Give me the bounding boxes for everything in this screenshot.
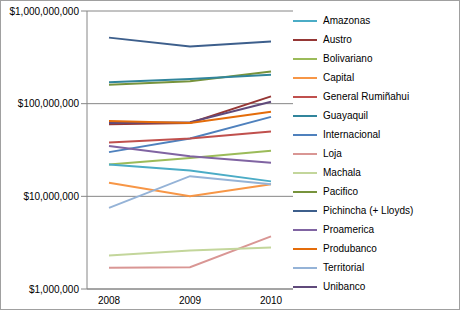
svg-text:$1,000,000,000: $1,000,000,000: [9, 6, 79, 17]
svg-text:2009: 2009: [179, 295, 202, 306]
svg-text:$1,000,000: $1,000,000: [29, 284, 79, 295]
html-text:Austro: Austro: [323, 34, 352, 45]
html-text:Guayaquil: Guayaquil: [323, 110, 368, 121]
html-text:General Rumiñahui: General Rumiñahui: [323, 91, 410, 102]
html-text:Machala: Machala: [323, 167, 361, 178]
svg-text:$10,000,000: $10,000,000: [23, 191, 79, 202]
html-text:Produbanco: Produbanco: [323, 243, 377, 254]
html-text:Bolivariano: Bolivariano: [323, 53, 373, 64]
html-text:Unibanco: Unibanco: [323, 281, 366, 292]
svg-text:2008: 2008: [98, 295, 121, 306]
html-text:Pacifico: Pacifico: [323, 186, 358, 197]
html-text:Proamerica: Proamerica: [323, 224, 375, 235]
html-text:Loja: Loja: [323, 148, 342, 159]
html-text:Amazonas: Amazonas: [323, 15, 371, 26]
html-text:Pichincha (+ Lloyds): Pichincha (+ Lloyds): [323, 205, 414, 216]
svg-text:2010: 2010: [260, 295, 283, 306]
html-text:Territorial: Territorial: [323, 262, 365, 273]
html-text:Internacional: Internacional: [323, 129, 381, 140]
svg-text:$100,000,000: $100,000,000: [18, 98, 80, 109]
html-text:Capital: Capital: [323, 72, 355, 83]
